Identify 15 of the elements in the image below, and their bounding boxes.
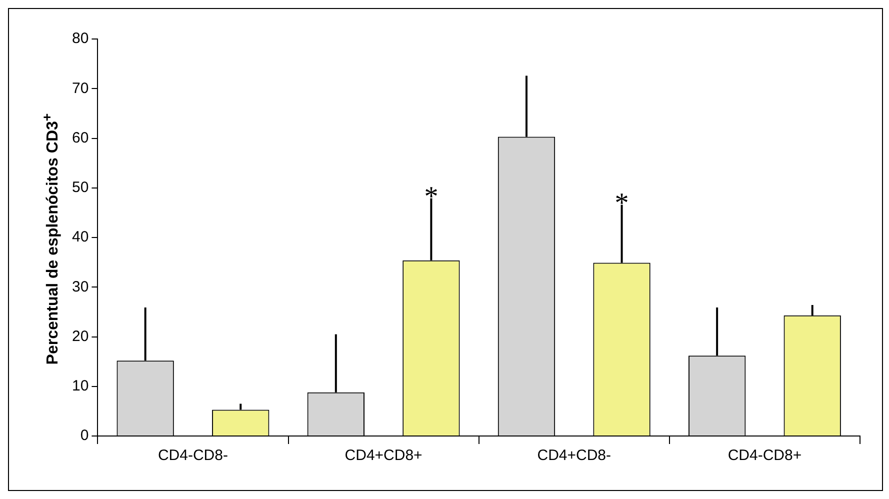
x-tick-label: CD4-CD8+ bbox=[728, 447, 802, 464]
annotation: * bbox=[614, 188, 629, 220]
annotation: * bbox=[424, 182, 438, 213]
x-tick-label: CD4-CD8- bbox=[158, 447, 228, 464]
y-tick-label: 0 bbox=[80, 427, 89, 444]
x-tick-label: CD4+CD8- bbox=[537, 447, 612, 464]
x-tick-label: CD4+CD8+ bbox=[344, 447, 423, 464]
y-tick-label: 20 bbox=[72, 328, 89, 345]
y-tick-label: 10 bbox=[72, 378, 89, 395]
y-tick-label: 70 bbox=[72, 80, 89, 97]
y-tick-label: 50 bbox=[72, 179, 89, 196]
y-tick-label: 60 bbox=[72, 129, 89, 146]
y-tick-label: 30 bbox=[72, 278, 89, 296]
y-tick-label: 80 bbox=[72, 30, 89, 48]
y-tick-label: 40 bbox=[72, 228, 89, 246]
